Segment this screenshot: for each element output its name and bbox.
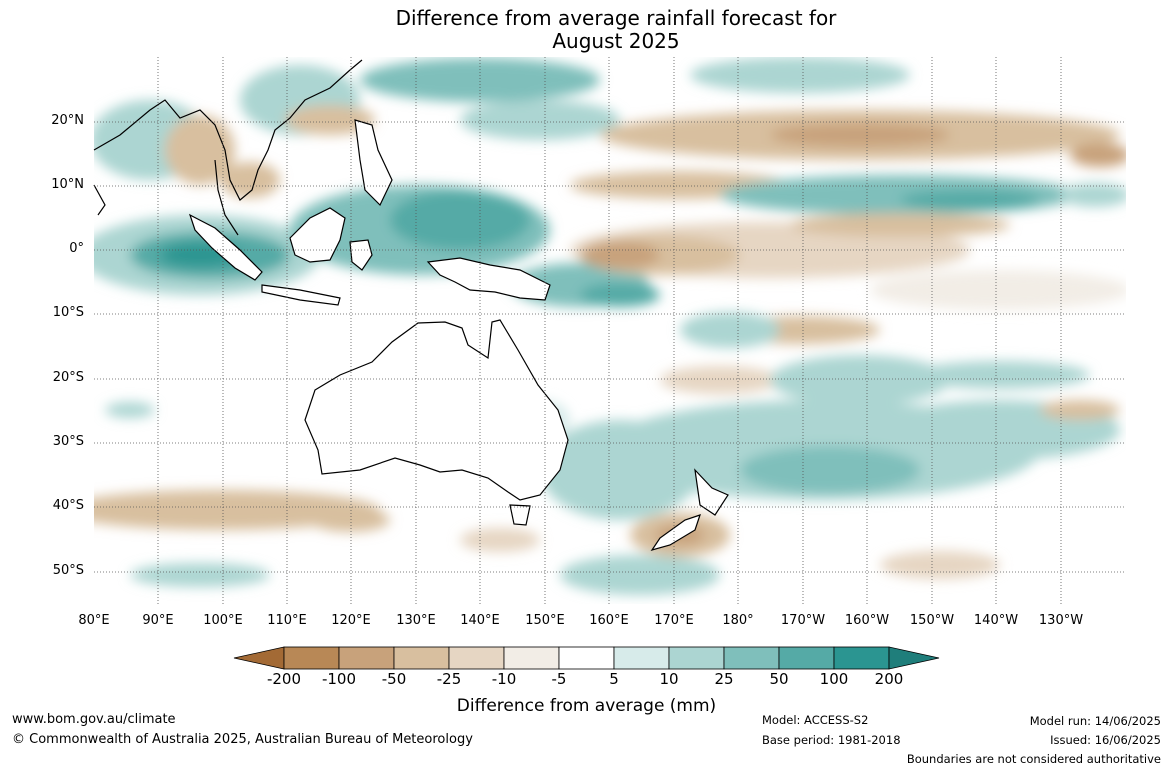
- colorbar-swatch: [558, 646, 615, 670]
- colorbar-swatch: [613, 646, 670, 670]
- tasmania-outline: [509, 504, 531, 526]
- colorbar-swatch: [448, 646, 505, 670]
- colorbar-label: -5: [551, 670, 567, 688]
- colorbar-label: -50: [381, 670, 407, 688]
- colorbar-label: 5: [609, 670, 619, 688]
- colorbar-swatch: [503, 646, 560, 670]
- nz-south-outline: [650, 514, 701, 552]
- colorbar-swatch: [338, 646, 395, 670]
- model-run-text: Model run: 14/06/2025: [1029, 714, 1161, 728]
- sulawesi-outline: [349, 239, 373, 271]
- colorbar-arrow-high: [888, 646, 940, 670]
- lon-label-120e: 120°E: [331, 613, 371, 628]
- lon-label-160w: 160°W: [844, 613, 890, 628]
- colorbar-swatch: [778, 646, 835, 670]
- colorbar-label: 200: [874, 670, 904, 688]
- philippines-outline: [354, 119, 393, 207]
- lon-label-170w: 170°W: [780, 613, 826, 628]
- india-outline: [93, 184, 106, 216]
- colorbar-swatch: [393, 646, 450, 670]
- lon-label-170e: 170°E: [654, 613, 694, 628]
- map-title-line1: Difference from average rainfall forecas…: [395, 6, 837, 30]
- colorbar-swatch: [833, 646, 890, 670]
- copyright-text: © Commonwealth of Australia 2025, Austra…: [12, 732, 473, 747]
- colorbar-label: 25: [714, 670, 734, 688]
- lon-label-180: 180°: [722, 613, 754, 628]
- lon-label-110e: 110°E: [267, 613, 307, 628]
- lat-label-40s: 40°S: [52, 498, 84, 513]
- lat-label-20s: 20°S: [52, 370, 84, 385]
- borneo-outline: [289, 207, 346, 263]
- colorbar-swatches: [233, 646, 940, 670]
- java-outline: [261, 284, 341, 306]
- lon-label-80e: 80°E: [78, 613, 110, 628]
- lon-label-150e: 150°E: [525, 613, 565, 628]
- colorbar-label: -200: [266, 670, 302, 688]
- colorbar-label: 100: [819, 670, 849, 688]
- lon-label-90e: 90°E: [142, 613, 174, 628]
- lat-label-0: 0°: [69, 241, 84, 256]
- lon-label-100e: 100°E: [203, 613, 243, 628]
- colorbar-label: 10: [659, 670, 679, 688]
- colorbar-swatch: [668, 646, 725, 670]
- lon-label-150w: 150°W: [909, 613, 955, 628]
- lon-label-160e: 160°E: [589, 613, 629, 628]
- sumatra-outline: [188, 213, 263, 281]
- australia-outline: [304, 319, 569, 501]
- graticule: [94, 57, 1126, 604]
- colorbar-swatch: [283, 646, 340, 670]
- nz-north-outline: [694, 468, 729, 516]
- coastlines: [93, 59, 729, 552]
- malay-peninsula-outline: [214, 159, 239, 236]
- colorbar-arrow-low: [233, 646, 285, 670]
- new-guinea-outline: [426, 257, 551, 301]
- issued-text: Issued: 16/06/2025: [1050, 733, 1161, 747]
- model-text: Model: ACCESS-S2: [762, 713, 869, 727]
- colorbar-label: -10: [491, 670, 517, 688]
- lat-label-10n: 10°N: [51, 177, 84, 192]
- lon-label-130w: 130°W: [1038, 613, 1084, 628]
- colorbar-swatch: [723, 646, 780, 670]
- disclaimer-text: Boundaries are not considered authoritat…: [906, 752, 1161, 766]
- lat-label-20n: 20°N: [51, 113, 84, 128]
- colorbar-title: Difference from average (mm): [456, 696, 717, 716]
- map-title-line2: August 2025: [552, 29, 680, 53]
- anomaly-field: [94, 57, 1126, 604]
- lat-label-50s: 50°S: [52, 563, 84, 578]
- colorbar-label: -25: [436, 670, 462, 688]
- base-period-text: Base period: 1981-2018: [762, 733, 901, 747]
- colorbar-label: 50: [769, 670, 789, 688]
- asia-mainland-outline: [93, 59, 363, 201]
- lon-label-140e: 140°E: [460, 613, 500, 628]
- lat-label-30s: 30°S: [52, 434, 84, 449]
- lon-label-130e: 130°E: [396, 613, 436, 628]
- lat-label-10s: 10°S: [52, 305, 84, 320]
- colorbar-label: -100: [321, 670, 357, 688]
- lon-label-140w: 140°W: [973, 613, 1019, 628]
- website-link[interactable]: www.bom.gov.au/climate: [12, 712, 176, 727]
